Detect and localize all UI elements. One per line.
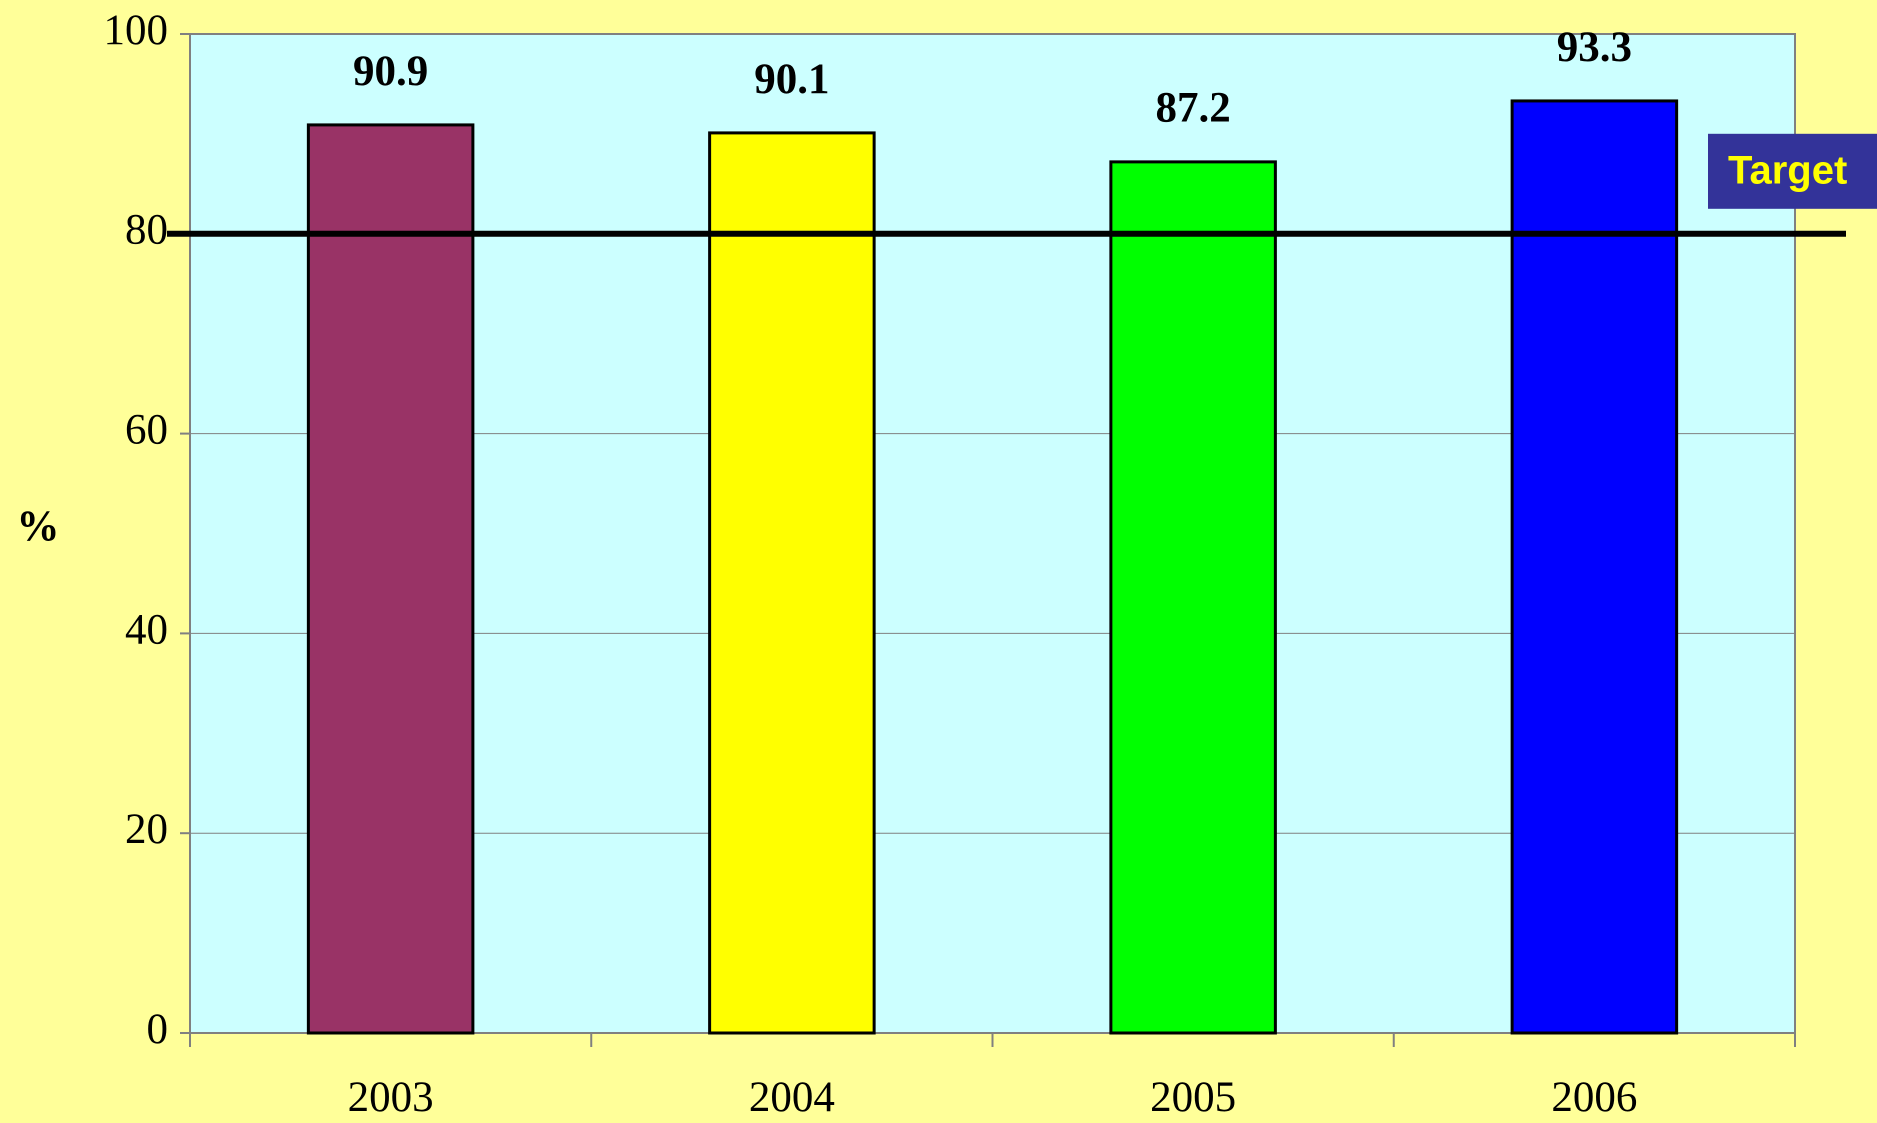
bar [1510,99,1679,1035]
x-tick-label: 2006 [1551,1074,1637,1121]
x-tick-label: 2004 [749,1074,835,1121]
bar [708,131,876,1035]
target-label-box [1708,133,1877,209]
y-tick-label: 40 [125,606,168,653]
bar [1109,160,1277,1035]
value-label: 93.3 [1557,24,1632,71]
x-tick-label: 2005 [1150,1074,1236,1121]
y-tick-label: 20 [125,806,168,853]
y-tick-label: 100 [104,7,169,54]
y-tick-label: 60 [125,406,168,453]
value-label: 90.9 [353,48,428,95]
y-tick-label: 80 [125,207,168,254]
y-axis-label: % [17,503,60,550]
bar [306,123,475,1035]
value-label: 87.2 [1156,85,1231,132]
x-tick-label: 2003 [348,1074,434,1121]
y-tick-label: 0 [147,1006,169,1053]
target-label: Target [1728,148,1847,192]
value-label: 90.1 [754,56,829,103]
